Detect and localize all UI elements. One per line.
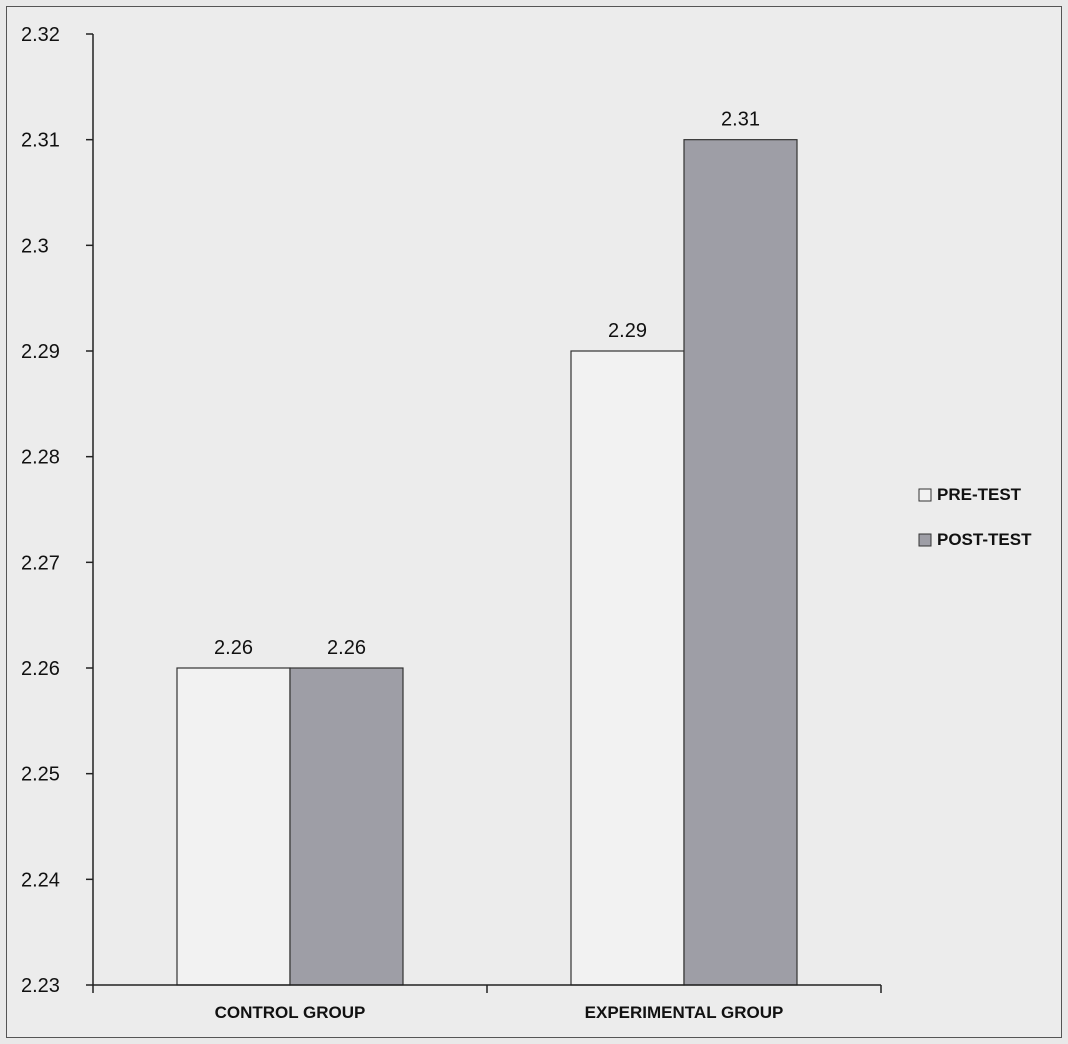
bar-post-test-0 bbox=[289, 667, 404, 986]
y-tick-label: 2.32 bbox=[21, 24, 60, 46]
legend: PRE-TEST POST-TEST bbox=[918, 485, 1032, 549]
y-tick-label: 2.26 bbox=[21, 658, 60, 680]
legend-entry: PRE-TEST bbox=[937, 485, 1022, 504]
legend-swatch bbox=[918, 488, 932, 502]
y-tick-label: 2.28 bbox=[21, 447, 60, 469]
y-tick-label: 2.31 bbox=[21, 130, 60, 152]
y-tick-label: 2.27 bbox=[21, 552, 60, 574]
bars: 2.26 2.26 2.29 2.31 bbox=[176, 109, 798, 986]
bar-post-test-1 bbox=[683, 139, 798, 986]
bar-chart: 2.232.242.252.262.272.282.292.32.312.32 … bbox=[21, 24, 1032, 1022]
bar-pre-test-0 bbox=[176, 667, 291, 986]
data-label: 2.29 bbox=[608, 320, 647, 342]
chart-frame: 2.23 2.24 2.25 2.26 2.27 2.28 2.29 2.3 2.31 2.32 … bbox=[6, 6, 1062, 1038]
y-tick-label: 2.29 bbox=[21, 341, 60, 363]
y-axis: 2.23 2.24 2.25 2.26 2.27 2.28 2.29 2.3 2.31 2.32 bbox=[21, 24, 94, 997]
data-label: 2.31 bbox=[721, 109, 760, 131]
y-tick-label: 2.24 bbox=[21, 869, 60, 891]
data-label: 2.26 bbox=[214, 637, 253, 659]
legend-entry: POST-TEST bbox=[937, 530, 1032, 549]
y-tick-label: 2.23 bbox=[21, 975, 60, 997]
x-axis: CONTROL GROUP EXPERIMENTAL GROUP bbox=[92, 984, 882, 1022]
y-tick-label: 2.25 bbox=[21, 764, 60, 786]
x-category-label: CONTROL GROUP bbox=[215, 1003, 366, 1022]
legend-swatch bbox=[918, 533, 932, 547]
x-category-label: EXPERIMENTAL GROUP bbox=[585, 1003, 784, 1022]
y-tick-label: 2.3 bbox=[21, 235, 49, 257]
data-label: 2.26 bbox=[327, 637, 366, 659]
bar-pre-test-1 bbox=[570, 350, 685, 986]
